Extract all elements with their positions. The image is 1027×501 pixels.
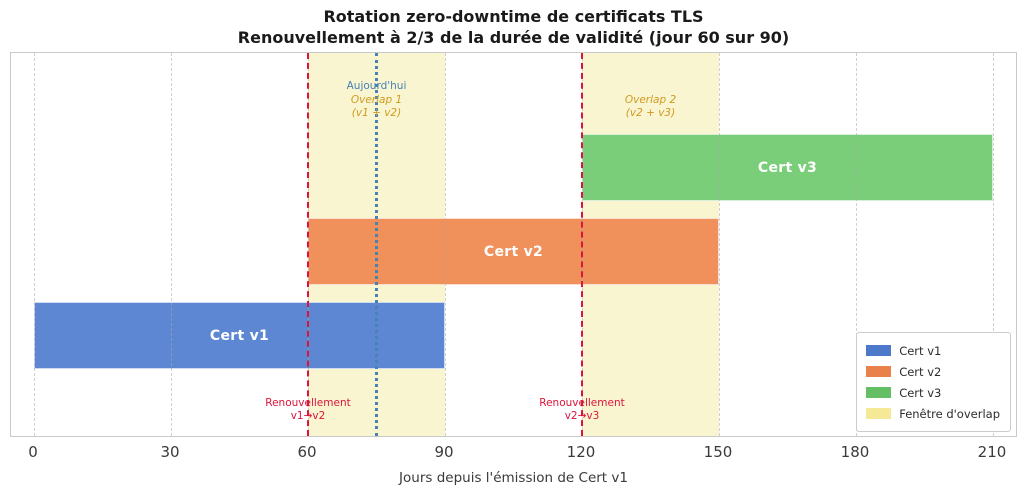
legend-label: Cert v2 — [899, 364, 942, 379]
chart-title-block: Rotation zero-downtime de certificats TL… — [10, 6, 1017, 48]
x-tick-210: 210 — [977, 443, 1007, 461]
legend-item-1: Cert v1 — [866, 340, 1000, 361]
overlap-annotation-2: Overlap 2 (v2 + v3) — [624, 94, 677, 119]
renewal-line-2 — [580, 53, 583, 436]
legend-item-3: Cert v3 — [866, 382, 1000, 403]
bar-cert-v1: Cert v1 — [34, 302, 445, 369]
bar-label: Cert v1 — [209, 327, 270, 344]
bar-label: Cert v3 — [757, 159, 818, 176]
legend-swatch-4 — [866, 408, 892, 419]
x-tick-180: 180 — [840, 443, 870, 461]
renewal-line-1 — [306, 53, 309, 436]
renewal-annotation-1: Renouvellement v1→v2 — [265, 397, 351, 422]
legend-label: Cert v1 — [899, 343, 942, 358]
x-tick-30: 30 — [160, 443, 180, 461]
chart-subtitle: Renouvellement à 2/3 de la durée de vali… — [237, 28, 790, 47]
legend-swatch-1 — [866, 345, 892, 356]
gridline-day-210 — [993, 53, 994, 436]
plot-area: Cert v1 Cert v2 Cert v3 Renouvellement v1→v2… — [10, 52, 1017, 437]
legend-swatch-2 — [866, 366, 892, 377]
gridline-day-150 — [719, 53, 720, 436]
gridline-day-180 — [856, 53, 857, 436]
bar-label: Cert v2 — [483, 243, 544, 260]
legend-label: Cert v3 — [899, 385, 942, 400]
gridline-day-0 — [34, 53, 35, 436]
x-tick-0: 0 — [28, 443, 38, 461]
today-line — [375, 53, 378, 436]
x-axis-label: Jours depuis l'émission de Cert v1 — [399, 470, 628, 486]
legend: Cert v1 Cert v2 Cert v3 Fenêtre d'overlap — [856, 332, 1011, 432]
today-annotation: Aujourd'hui — [346, 80, 407, 92]
legend-swatch-3 — [866, 387, 892, 398]
bar-cert-v3: Cert v3 — [582, 134, 993, 201]
chart-title: Rotation zero-downtime de certificats TL… — [323, 7, 704, 26]
gridline-day-30 — [171, 53, 172, 436]
renewal-annotation-2: Renouvellement v2→v3 — [539, 397, 625, 422]
bar-cert-v2: Cert v2 — [308, 218, 719, 285]
legend-label: Fenêtre d'overlap — [899, 406, 1000, 421]
x-tick-90: 90 — [434, 443, 454, 461]
x-tick-150: 150 — [703, 443, 733, 461]
x-tick-120: 120 — [566, 443, 596, 461]
overlap-annotation-1: Overlap 1 (v1 + v2) — [350, 94, 403, 119]
x-axis: 0 30 60 90 120 150 180 210 — [0, 443, 1027, 465]
legend-item-2: Cert v2 — [866, 361, 1000, 382]
gridline-day-90 — [445, 53, 446, 436]
legend-item-4: Fenêtre d'overlap — [866, 403, 1000, 424]
x-tick-60: 60 — [297, 443, 317, 461]
